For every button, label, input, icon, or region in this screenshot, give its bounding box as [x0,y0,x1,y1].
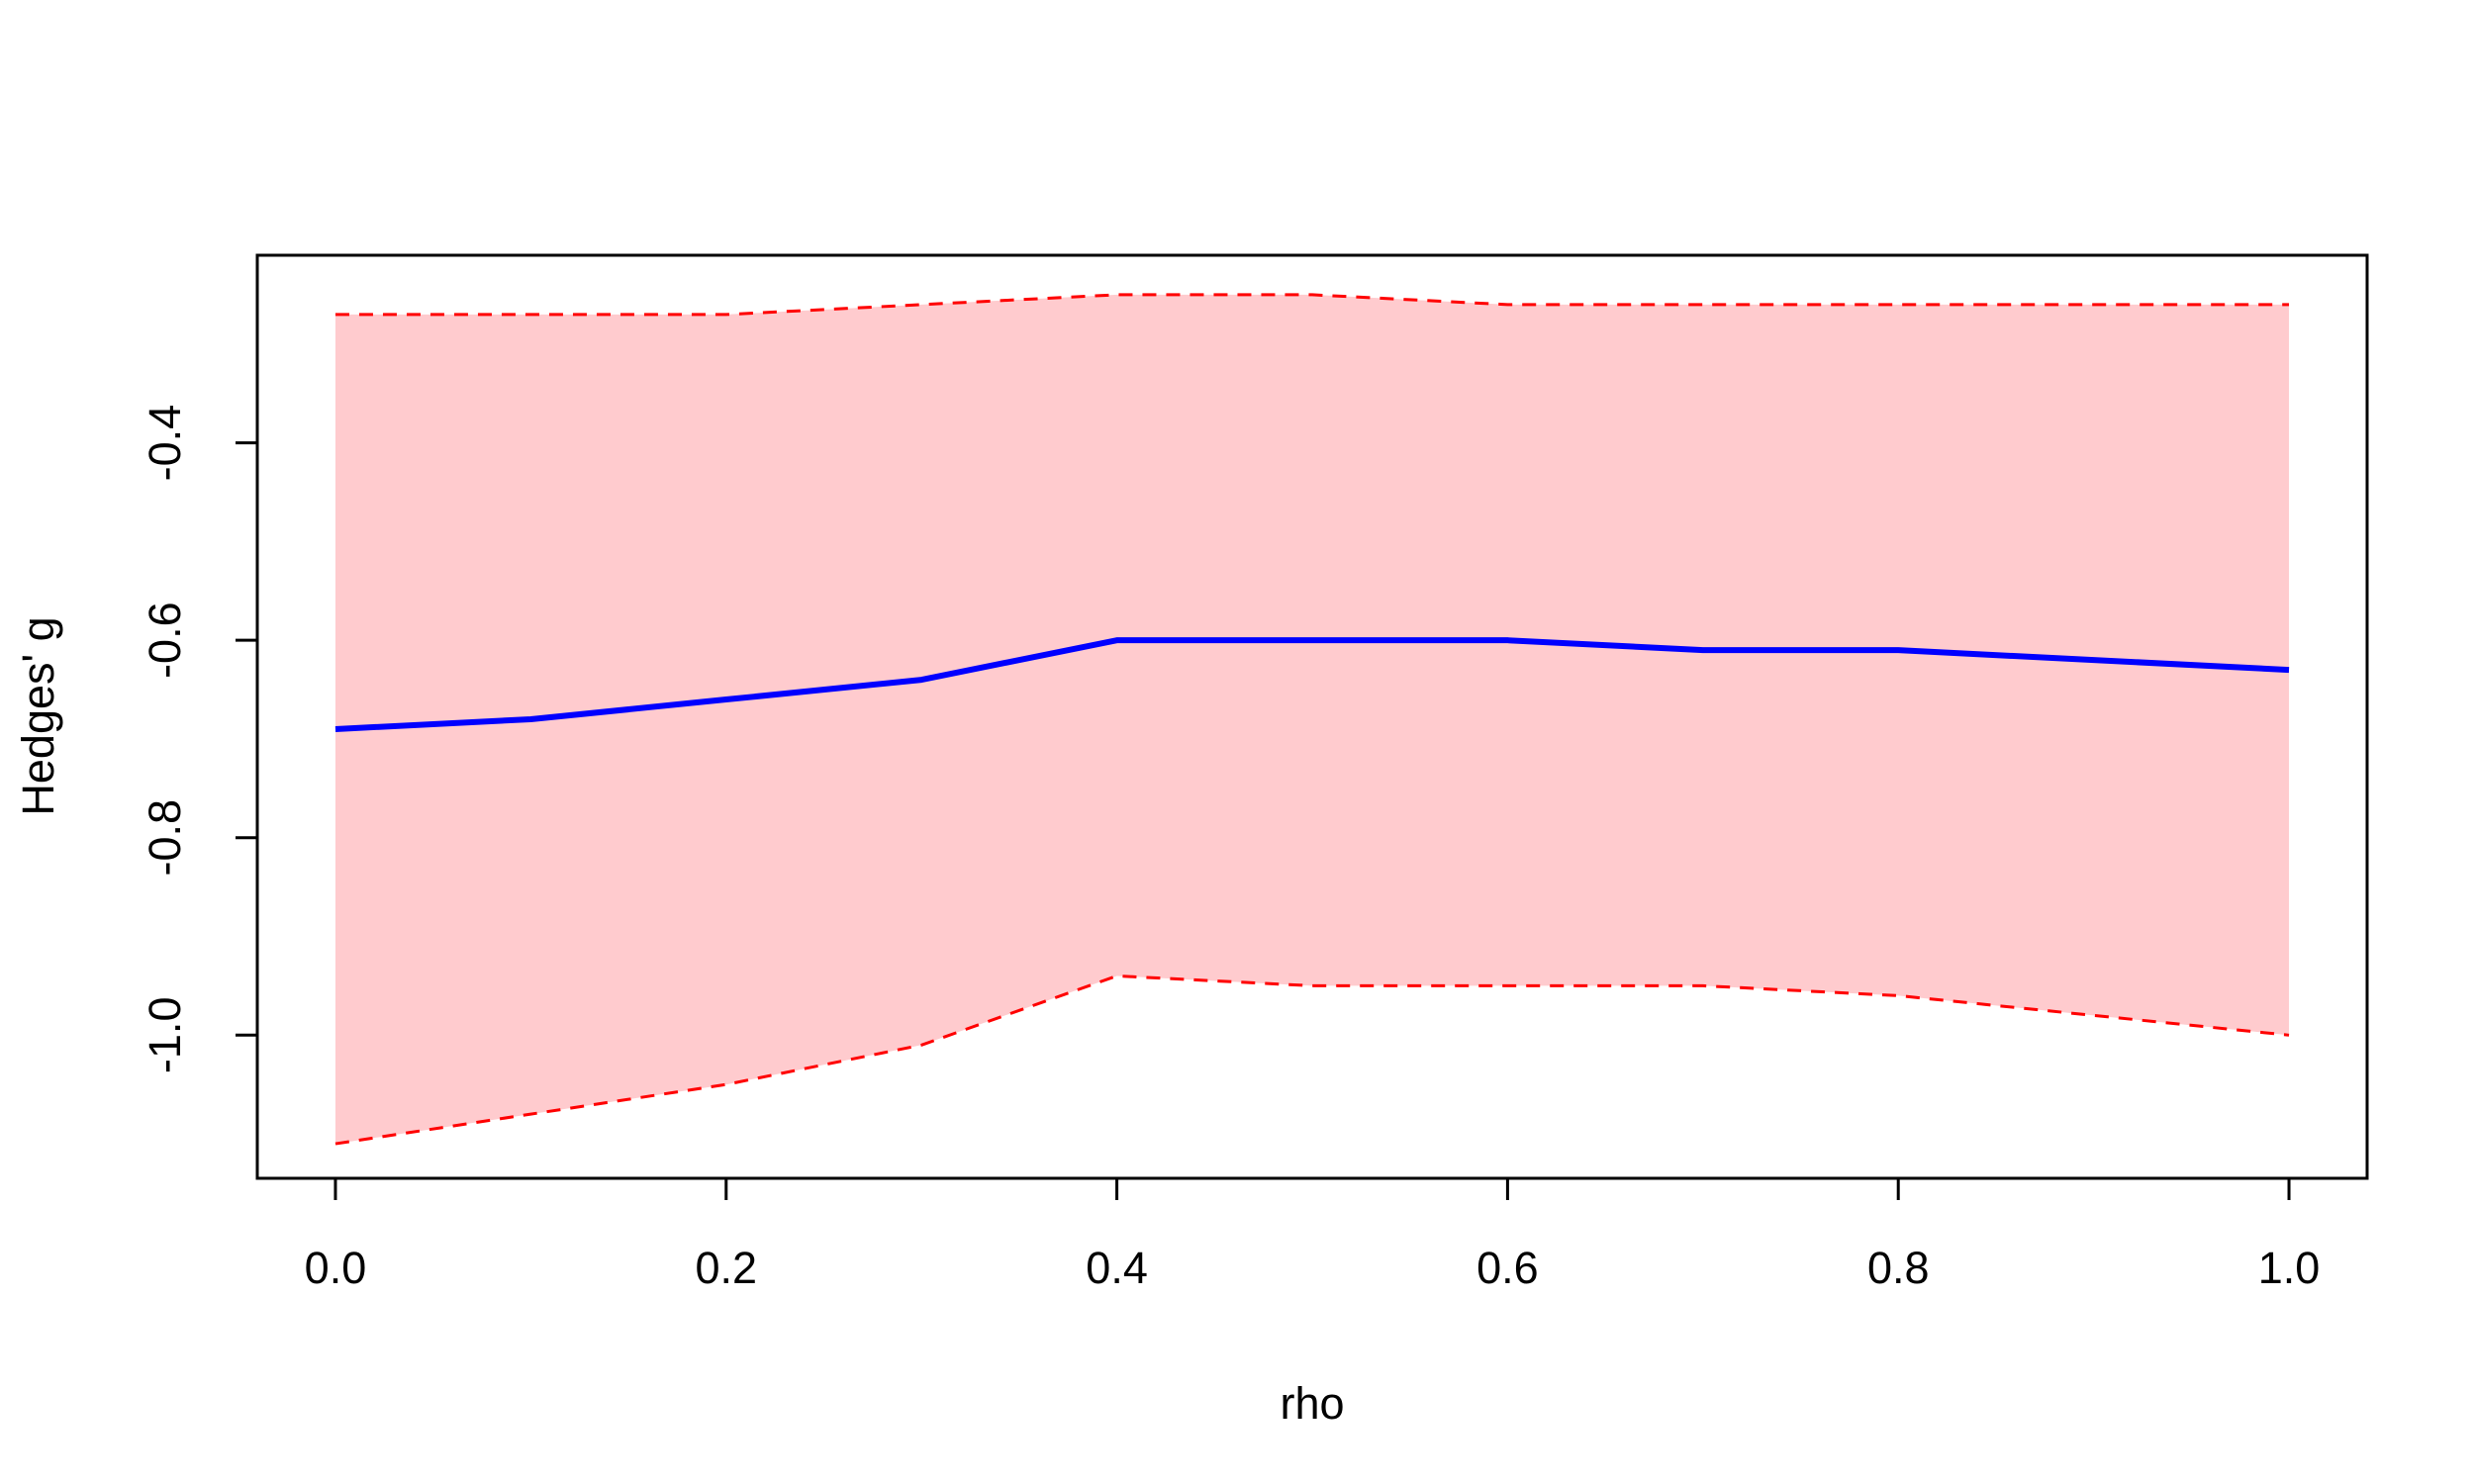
x-axis-title: rho [1280,1378,1344,1429]
y-tick-label: -1.0 [140,997,190,1074]
x-tick-label: 0.0 [305,1243,367,1293]
series-line-layer [334,293,2290,1146]
lower-bound-line [334,974,2290,1146]
confidence-band [334,294,2290,1145]
y-tick-label: -0.6 [140,602,190,679]
y-tick-label: -0.8 [140,799,190,877]
x-axis: 0.0 0.2 0.4 0.6 0.8 1.0 [305,1176,2321,1293]
y-axis-title: Hedges' g [13,616,63,815]
y-tick-label: -0.4 [140,405,190,482]
x-tick-label: 1.0 [2258,1243,2321,1293]
x-tick-label: 0.6 [1476,1243,1539,1293]
estimate-line [334,637,2290,732]
x-tick-label: 0.4 [1086,1243,1148,1293]
x-tick-label: 0.8 [1867,1243,1930,1293]
upper-bound-line [334,293,2290,317]
y-axis: -0.4 -0.6 -0.8 -1.0 [140,405,259,1074]
confidence-band-layer [334,294,2290,1145]
x-tick-label: 0.2 [695,1243,757,1293]
